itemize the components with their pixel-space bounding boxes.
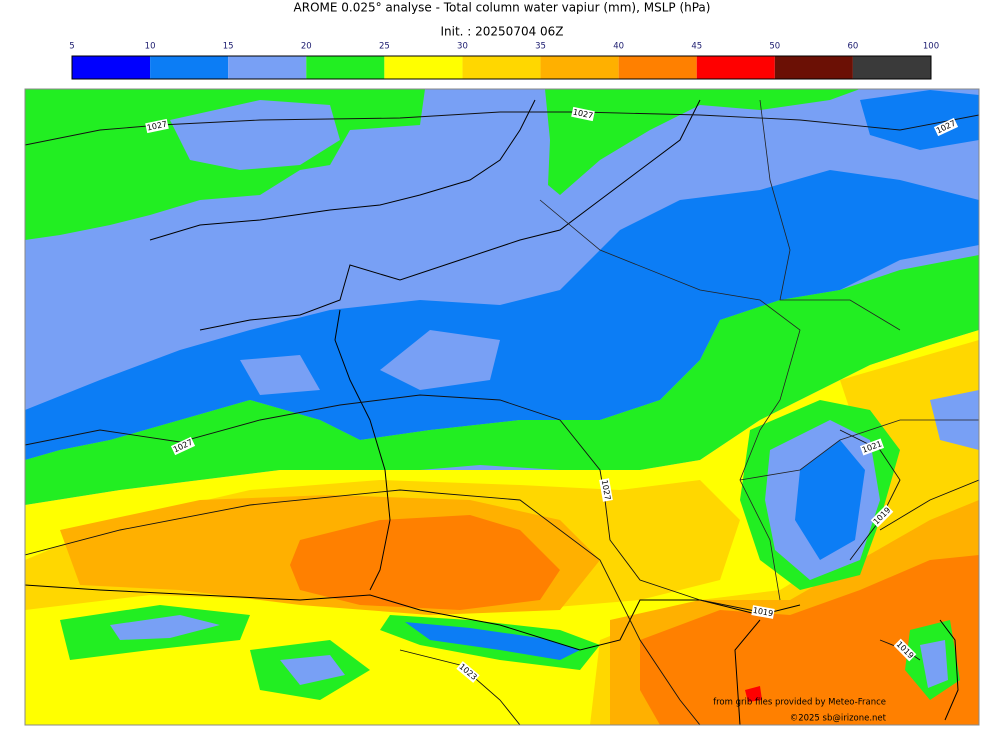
isobar xyxy=(879,479,979,531)
colorbar-segment xyxy=(150,56,229,79)
field-red xyxy=(745,686,762,702)
coastline xyxy=(734,619,761,725)
isobar-label-bg xyxy=(859,438,885,456)
coastline xyxy=(149,99,536,241)
isobar-label: 1019 xyxy=(752,606,774,618)
field-blue xyxy=(405,622,580,660)
isobar-label: 1027 xyxy=(572,107,594,120)
colorbar-tick-label: 5 xyxy=(69,42,74,52)
isobar xyxy=(25,489,701,725)
isobar-label-bg xyxy=(599,478,613,502)
field-lightblue xyxy=(380,330,500,390)
isobar-label-bg xyxy=(870,504,894,528)
isobar-label-bg xyxy=(893,638,917,662)
colorbar-tick-label: 35 xyxy=(535,42,546,52)
colorbar-segment xyxy=(852,56,931,79)
colorbar-segment xyxy=(72,56,151,79)
coastline xyxy=(334,309,391,591)
colorbar-segment xyxy=(774,56,853,79)
credit-source: from grib files provided by Meteo-France xyxy=(713,698,886,708)
colorbar-tick-label: 60 xyxy=(847,42,858,52)
colorbar-segment xyxy=(618,56,697,79)
field-green xyxy=(545,89,860,195)
border xyxy=(739,419,979,481)
isobar xyxy=(399,649,521,725)
field-orange xyxy=(640,555,979,725)
colorbar-tick-label: 30 xyxy=(457,42,468,52)
colorbar-tick-label: 15 xyxy=(223,42,234,52)
credit-copyright: ©2025 sb@irizone.net xyxy=(790,714,887,724)
colorbar-segment xyxy=(384,56,463,79)
colorbar-segment xyxy=(306,56,385,79)
isobar-label-bg xyxy=(751,605,775,619)
colorbar-segment xyxy=(462,56,541,79)
isobar xyxy=(25,394,761,613)
isobar-label: 1027 xyxy=(600,479,612,501)
colorbar-segment xyxy=(228,56,307,79)
border xyxy=(539,199,801,601)
isobar-label: 1027 xyxy=(146,119,168,132)
field-lightblue xyxy=(110,615,220,640)
map-field xyxy=(25,89,979,725)
field-lightblue xyxy=(280,655,345,685)
colorbar: 5 10 15 20 25 30 35 40 45 50 60 100 xyxy=(69,42,939,80)
colorbar-tick-label: 20 xyxy=(301,42,312,52)
isobar xyxy=(25,111,979,146)
map-frame xyxy=(24,88,980,726)
isobar-label-bg xyxy=(456,661,480,683)
init-time: Init. : 20250704 06Z xyxy=(440,25,563,39)
field-lightblue xyxy=(170,100,340,170)
colorbar-segment xyxy=(540,56,619,79)
field-blue xyxy=(795,440,865,560)
field-lightblue xyxy=(240,355,320,395)
field-orange xyxy=(290,515,560,610)
isobar xyxy=(839,429,901,561)
colorbar-tick-label: 25 xyxy=(379,42,390,52)
colorbar-tick-label: 10 xyxy=(145,42,156,52)
colorbar-frame xyxy=(71,55,932,80)
isobar-label-bg xyxy=(571,106,595,122)
colorbar-tick-label: 100 xyxy=(923,42,939,52)
map-title: AROME 0.025° analyse - Total column wate… xyxy=(294,1,711,15)
field-lightblue xyxy=(920,640,948,688)
isobar-label-bg xyxy=(933,117,959,137)
colorbar-tick-label: 45 xyxy=(691,42,702,52)
border xyxy=(759,99,901,331)
isobar-label-bg xyxy=(145,118,169,134)
coastline xyxy=(939,619,959,721)
colorbar-segment xyxy=(696,56,775,79)
isobar-label-bg xyxy=(170,436,196,456)
coastline xyxy=(199,99,701,331)
colorbar-tick-label: 40 xyxy=(613,42,624,52)
field-blue xyxy=(860,90,979,150)
colorbar-tick-label: 50 xyxy=(769,42,780,52)
field-green xyxy=(25,255,979,505)
